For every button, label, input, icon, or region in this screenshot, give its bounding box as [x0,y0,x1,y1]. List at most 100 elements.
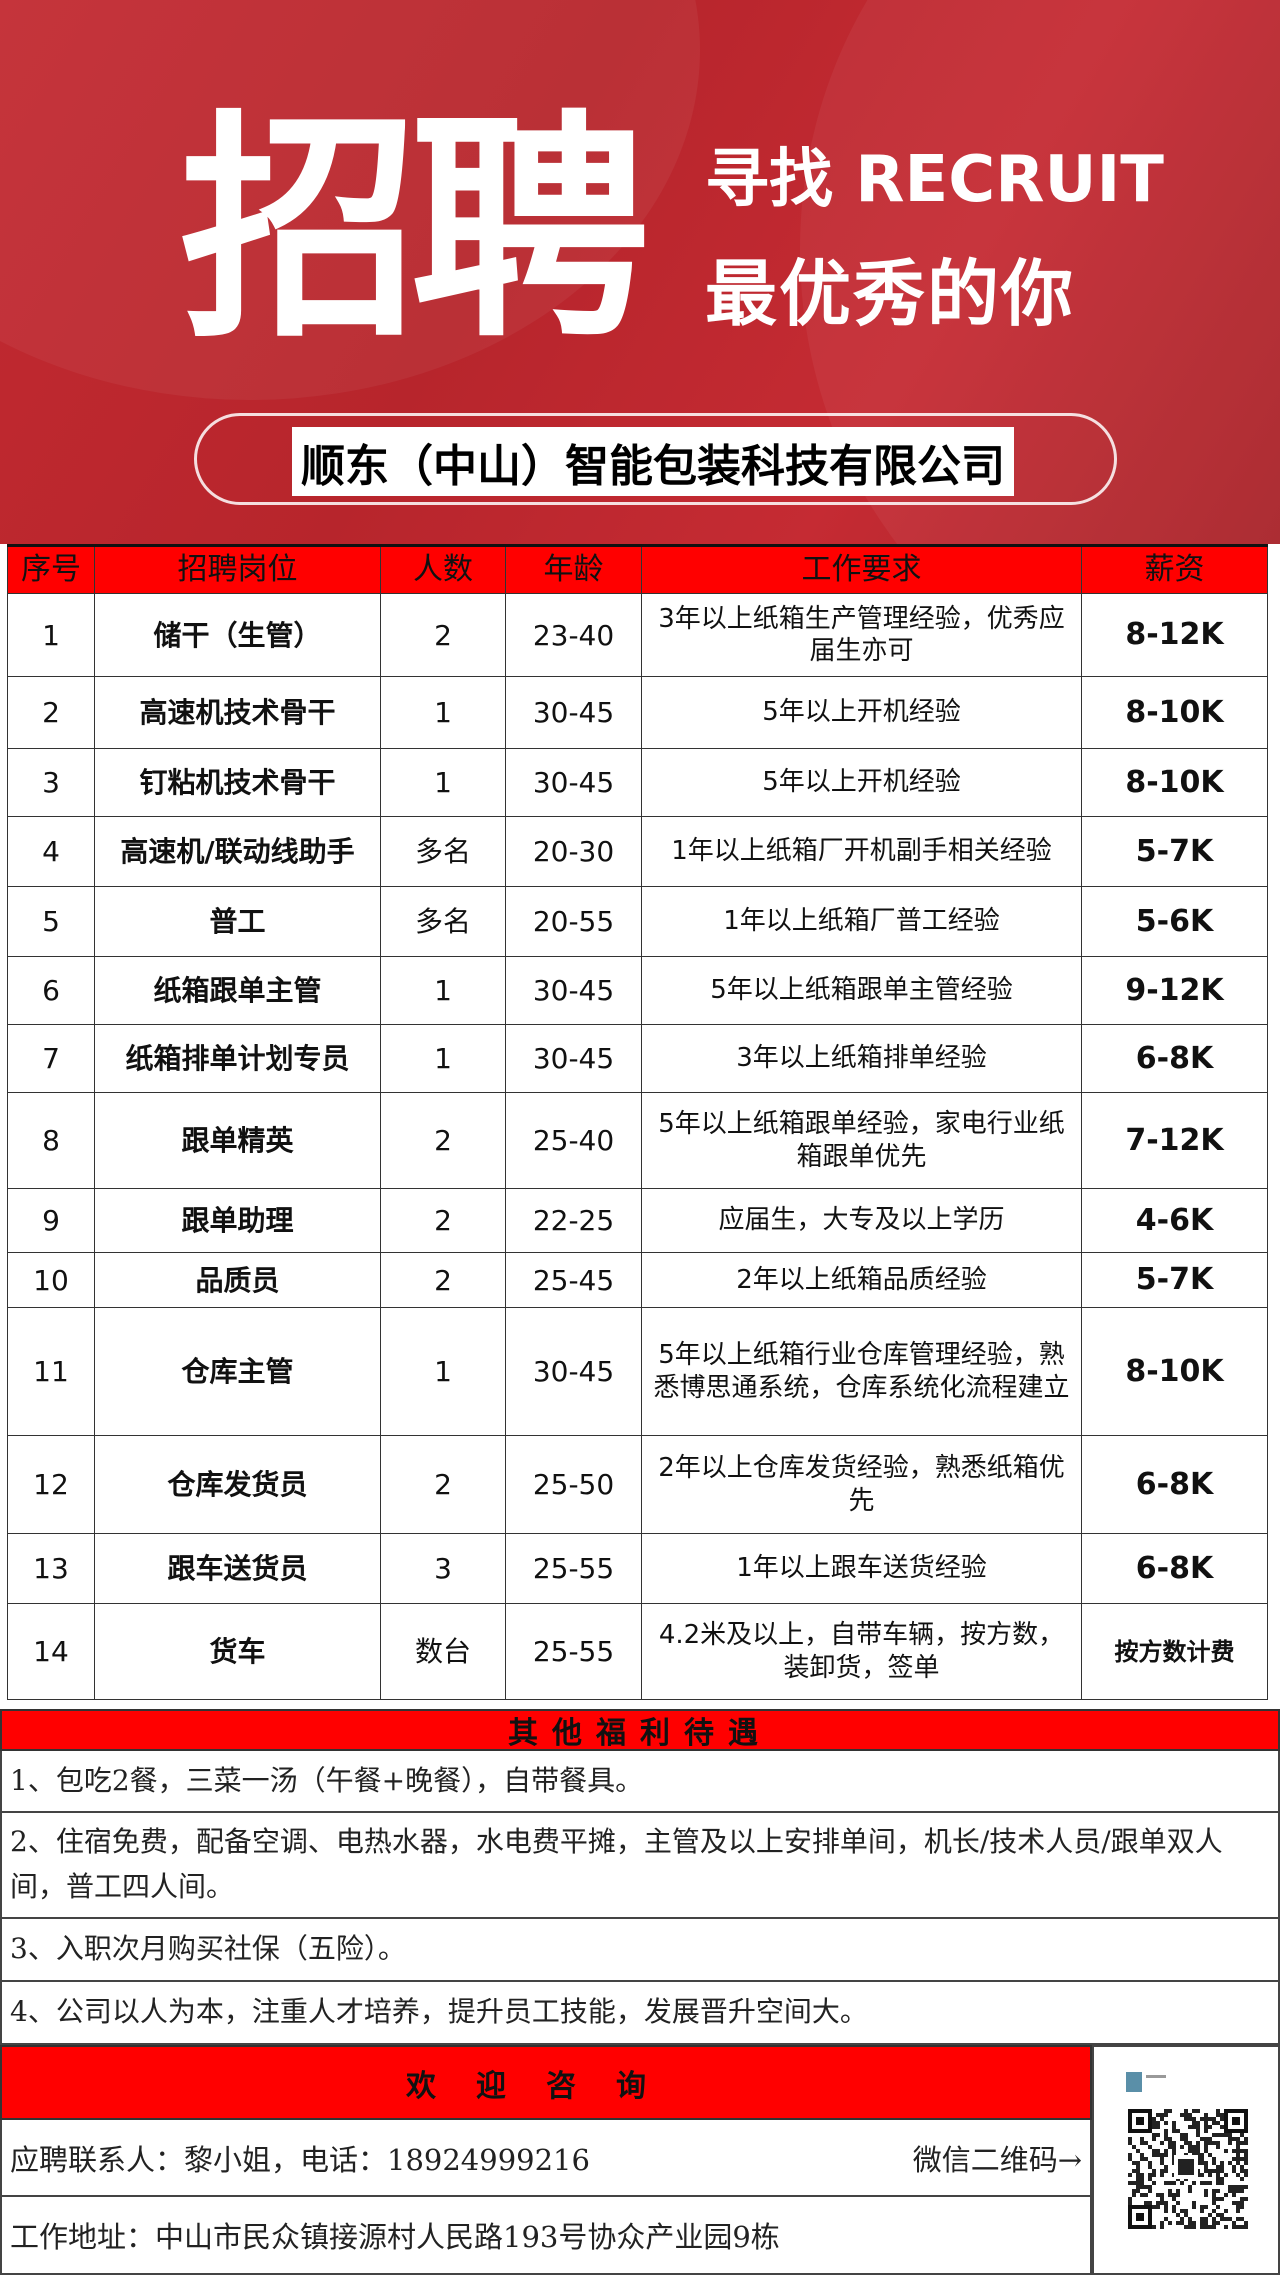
cell-position: 品质员 [94,1252,381,1308]
cell-age: 20-55 [505,886,642,957]
company-pill-outline [194,413,1117,505]
cell-position: 储干（生管） [94,593,381,677]
cell-no: 14 [7,1603,95,1700]
table-row: 5 普工 多名 20-55 1年以上纸箱厂普工经验 5-6K [7,886,1268,957]
address: 工作地址：中山市民众镇接源村人民路193号协众产业园9栋 [0,2197,1092,2275]
cell-no: 4 [7,816,95,887]
cell-salary: 9-12K [1081,956,1268,1025]
cell-count: 数台 [380,1603,506,1700]
header-count: 人数 [380,544,506,594]
cell-requirement: 3年以上纸箱排单经验 [641,1024,1082,1093]
cell-count: 1 [380,676,506,749]
cell-requirement: 5年以上纸箱行业仓库管理经验，熟悉博思通系统，仓库系统化流程建立 [641,1307,1082,1436]
cell-requirement: 2年以上仓库发货经验，熟悉纸箱优先 [641,1435,1082,1534]
cell-salary: 8-10K [1081,676,1268,749]
cell-no: 6 [7,956,95,1025]
cell-age: 25-40 [505,1092,642,1189]
cell-no: 9 [7,1188,95,1253]
cell-requirement: 5年以上开机经验 [641,676,1082,749]
table-row: 10 品质员 2 25-45 2年以上纸箱品质经验 5-7K [7,1252,1268,1308]
cell-no: 10 [7,1252,95,1308]
cell-salary: 5-7K [1081,1252,1268,1308]
cell-position: 货车 [94,1603,381,1700]
table-row: 8 跟单精英 2 25-40 5年以上纸箱跟单经验，家电行业纸箱跟单优先 7-12K [7,1092,1268,1189]
table-row: 9 跟单助理 2 22-25 应届生，大专及以上学历 4-6K [7,1188,1268,1253]
cell-age: 25-55 [505,1603,642,1700]
table-row: 4 高速机/联动线助手 多名 20-30 1年以上纸箱厂开机副手相关经验 5-7K [7,816,1268,887]
table-row: 6 纸箱跟单主管 1 30-45 5年以上纸箱跟单主管经验 9-12K [7,956,1268,1025]
cell-position: 高速机技术骨干 [94,676,381,749]
contact-row: 应聘联系人：黎小姐，电话：18924999216 微信二维码→ [0,2120,1092,2197]
cell-requirement: 5年以上纸箱跟单主管经验 [641,956,1082,1025]
benefit-item: 3、入职次月购买社保（五险）。 [0,1919,1280,1982]
cell-count: 多名 [380,886,506,957]
cell-salary: 6-8K [1081,1024,1268,1093]
cell-no: 12 [7,1435,95,1534]
cell-no: 2 [7,676,95,749]
cell-count: 2 [380,593,506,677]
cell-requirement: 5年以上纸箱跟单经验，家电行业纸箱跟单优先 [641,1092,1082,1189]
cell-salary: 5-7K [1081,816,1268,887]
cell-age: 20-30 [505,816,642,887]
table-header-row: 序号 招聘岗位 人数 年龄 工作要求 薪资 [7,544,1268,594]
recruit-banner: 招聘 寻找 RECRUIT 最优秀的你 顺东（中山）智能包装科技有限公司 [0,0,1280,544]
cell-age: 30-45 [505,748,642,817]
table-row: 13 跟车送货员 3 25-55 1年以上跟车送货经验 6-8K [7,1533,1268,1604]
cell-count: 2 [380,1435,506,1534]
cell-position: 跟单助理 [94,1188,381,1253]
header-position: 招聘岗位 [94,544,381,594]
cell-position: 纸箱跟单主管 [94,956,381,1025]
header-requirement: 工作要求 [641,544,1082,594]
cell-count: 2 [380,1092,506,1189]
cell-count: 1 [380,1024,506,1093]
cell-count: 2 [380,1188,506,1253]
benefit-item: 1、包吃2餐，三菜一汤（午餐+晚餐），自带餐具。 [0,1751,1280,1813]
contact-info: 应聘联系人：黎小姐，电话：18924999216 [10,2142,590,2177]
cell-position: 普工 [94,886,381,957]
benefit-item: 4、公司以人为本，注重人才培养，提升员工技能，发展晋升空间大。 [0,1982,1280,2045]
cell-no: 7 [7,1024,95,1093]
cell-age: 25-55 [505,1533,642,1604]
cell-count: 1 [380,956,506,1025]
cell-requirement: 1年以上纸箱厂普工经验 [641,886,1082,957]
cell-salary: 8-12K [1081,593,1268,677]
benefit-item: 2、住宿免费，配备空调、电热水器，水电费平摊，主管及以上安排单间，机长/技术人员… [0,1813,1280,1919]
cell-count: 2 [380,1252,506,1308]
cell-age: 25-50 [505,1435,642,1534]
cell-position: 仓库主管 [94,1307,381,1436]
cell-no: 8 [7,1092,95,1189]
cell-count: 1 [380,748,506,817]
cell-age: 22-25 [505,1188,642,1253]
consult-title: 欢迎咨询 [0,2045,1092,2120]
cell-age: 23-40 [505,593,642,677]
wechat-label: 微信二维码→ [912,2142,1082,2177]
cell-requirement: 1年以上跟车送货经验 [641,1533,1082,1604]
table-row: 12 仓库发货员 2 25-50 2年以上仓库发货经验，熟悉纸箱优先 6-8K [7,1435,1268,1534]
cell-requirement: 2年以上纸箱品质经验 [641,1252,1082,1308]
banner-subtitle-1: 寻找 RECRUIT [705,143,1164,217]
cell-position: 仓库发货员 [94,1435,381,1534]
qr-code-icon [1126,2072,1248,2229]
header-age: 年龄 [505,544,642,594]
table-row: 11 仓库主管 1 30-45 5年以上纸箱行业仓库管理经验，熟悉博思通系统，仓库系统化… [7,1307,1268,1436]
cell-count: 3 [380,1533,506,1604]
cell-requirement: 5年以上开机经验 [641,748,1082,817]
cell-salary: 6-8K [1081,1533,1268,1604]
cell-requirement: 1年以上纸箱厂开机副手相关经验 [641,816,1082,887]
cell-requirement: 3年以上纸箱生产管理经验，优秀应届生亦可 [641,593,1082,677]
cell-salary: 4-6K [1081,1188,1268,1253]
banner-title: 招聘 [180,90,650,370]
cell-count: 多名 [380,816,506,887]
table-row: 1 储干（生管） 2 23-40 3年以上纸箱生产管理经验，优秀应届生亦可 8-12K [7,593,1268,677]
header-no: 序号 [7,544,95,594]
cell-position: 钉粘机技术骨干 [94,748,381,817]
cell-salary: 5-6K [1081,886,1268,957]
cell-salary: 7-12K [1081,1092,1268,1189]
cell-count: 1 [380,1307,506,1436]
cell-age: 30-45 [505,956,642,1025]
table-row: 3 钉粘机技术骨干 1 30-45 5年以上开机经验 8-10K [7,748,1268,817]
table-row: 7 纸箱排单计划专员 1 30-45 3年以上纸箱排单经验 6-8K [7,1024,1268,1093]
cell-salary: 按方数计费 [1081,1603,1268,1700]
banner-subtitle-2: 最优秀的你 [705,252,1076,336]
table-row: 14 货车 数台 25-55 4.2米及以上，自带车辆，按方数，装卸货，签单 按方数计费 [7,1603,1268,1700]
